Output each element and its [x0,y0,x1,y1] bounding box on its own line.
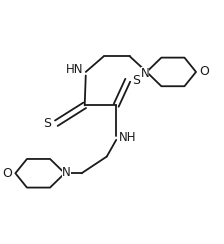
Text: HN: HN [65,63,83,76]
Text: S: S [43,117,51,130]
Text: N: N [62,166,71,179]
Text: N: N [141,67,149,80]
Text: NH: NH [119,131,136,144]
Text: S: S [132,74,140,87]
Text: O: O [2,167,12,180]
Text: O: O [200,65,209,78]
